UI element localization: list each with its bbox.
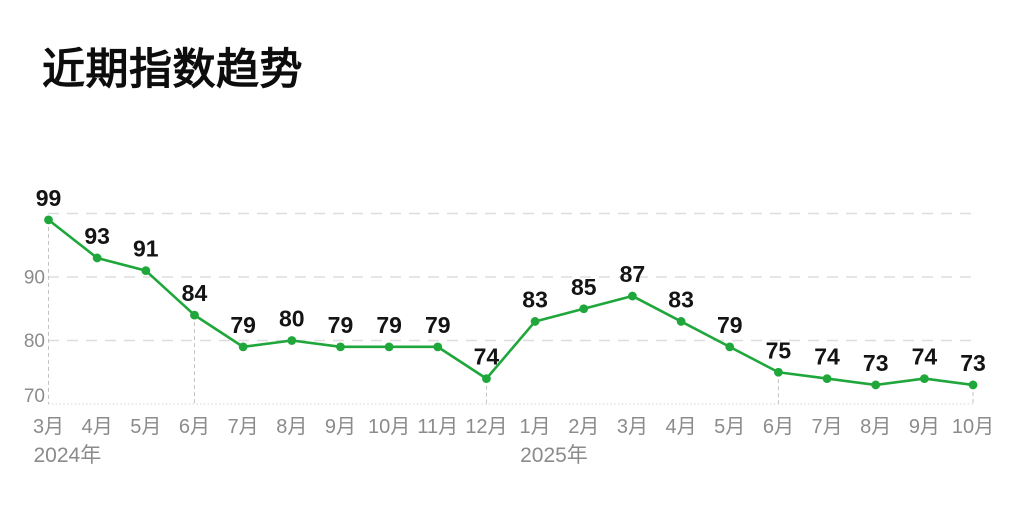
data-point-label: 93 [84,223,110,249]
data-point-6月[interactable] [190,310,199,320]
data-point-10月[interactable] [968,380,978,390]
data-point-8月[interactable] [871,380,881,390]
data-point-7月[interactable] [822,374,832,383]
x-tick-label-15: 6月 [763,416,794,438]
data-point-9月[interactable] [919,374,929,383]
x-tick-label-4: 7月 [228,416,259,438]
data-point-label: 74 [814,344,840,370]
x-tick-label-5: 8月 [276,416,307,438]
trend-line [47,218,975,387]
x-tick-label-11: 2月 [568,416,599,438]
data-point-label: 73 [863,350,889,376]
data-point-4月[interactable] [676,317,686,326]
data-point-8月[interactable] [287,336,297,345]
data-point-10月[interactable] [384,342,394,352]
x-tick-label-17: 8月 [860,416,891,438]
data-point-7月[interactable] [238,342,248,352]
data-point-9月[interactable] [336,342,345,352]
data-point-3月[interactable] [44,215,53,225]
data-point-label: 85 [571,274,597,300]
data-point-3月[interactable] [628,291,637,301]
data-point-label: 79 [425,312,451,338]
data-point-label: 75 [766,337,792,363]
data-point-5月[interactable] [141,266,151,276]
x-tick-label-19: 10月 [952,416,994,438]
y-tick-label-90: 90 [24,268,45,289]
data-point-12月[interactable] [482,374,491,383]
x-tick-label-9: 12月 [465,416,507,438]
x-tick-label-7: 10月 [368,416,410,438]
grid-layer [48,212,974,405]
data-point-label: 87 [620,261,646,287]
data-point-label: 73 [960,350,986,376]
x-tick-label-6: 9月 [325,416,356,438]
data-point-6月[interactable] [774,367,783,377]
data-point-label: 99 [36,185,62,211]
page-title: 近期指数趋势 [42,45,303,95]
data-point-label: 79 [376,312,402,338]
data-point-1月[interactable] [530,317,540,326]
dropline-layer [48,219,974,404]
data-point-label: 91 [133,236,159,262]
x-tick-label-3: 6月 [179,416,210,438]
x-tick-label-14: 5月 [714,416,745,438]
x-tick-label-10: 1月 [520,416,551,438]
data-point-label: 83 [522,286,548,312]
x-tick-label-13: 4月 [666,416,697,438]
year-label-2025年: 2025年 [520,444,588,467]
label-layer: 99 93 91 84 79 80 79 79 79 74 83 85 87 83 79 75 74 73 74 73… [24,185,994,467]
data-point-11月[interactable] [433,342,443,352]
data-point-label: 83 [668,286,694,312]
data-point-label: 74 [912,344,938,370]
x-tick-label-2: 5月 [130,416,161,438]
x-tick-label-1: 4月 [82,416,113,438]
x-tick-label-0: 3月 [33,416,64,438]
data-point-label: 79 [230,312,256,338]
y-tick-label-80: 80 [24,331,45,352]
x-tick-label-8: 11月 [417,416,458,438]
data-point-label: 80 [279,306,305,332]
series-layer [44,215,978,390]
data-point-2月[interactable] [579,304,589,314]
year-label-2024年: 2024年 [34,444,102,467]
x-tick-label-12: 3月 [617,416,648,438]
data-point-5月[interactable] [725,342,735,352]
x-tick-label-16: 7月 [811,416,842,438]
data-point-label: 79 [717,312,743,338]
data-point-label: 74 [474,344,500,370]
y-tick-label-70: 70 [24,386,45,407]
data-point-4月[interactable] [92,253,102,263]
data-point-label: 79 [328,312,354,338]
x-tick-label-18: 9月 [909,416,940,438]
data-point-label: 84 [182,280,208,306]
